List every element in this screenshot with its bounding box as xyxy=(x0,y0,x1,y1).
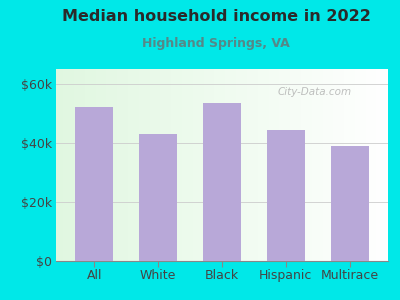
Text: Highland Springs, VA: Highland Springs, VA xyxy=(142,38,290,50)
Bar xyxy=(203,103,241,261)
Bar xyxy=(75,107,114,261)
Bar xyxy=(267,130,305,261)
Text: Median household income in 2022: Median household income in 2022 xyxy=(62,9,370,24)
Bar xyxy=(330,146,369,261)
Text: City-Data.com: City-Data.com xyxy=(278,87,352,97)
Bar xyxy=(139,134,177,261)
Bar xyxy=(203,103,241,261)
Bar xyxy=(75,107,114,261)
Bar xyxy=(139,134,177,261)
Bar xyxy=(330,146,369,261)
Bar xyxy=(267,130,305,261)
